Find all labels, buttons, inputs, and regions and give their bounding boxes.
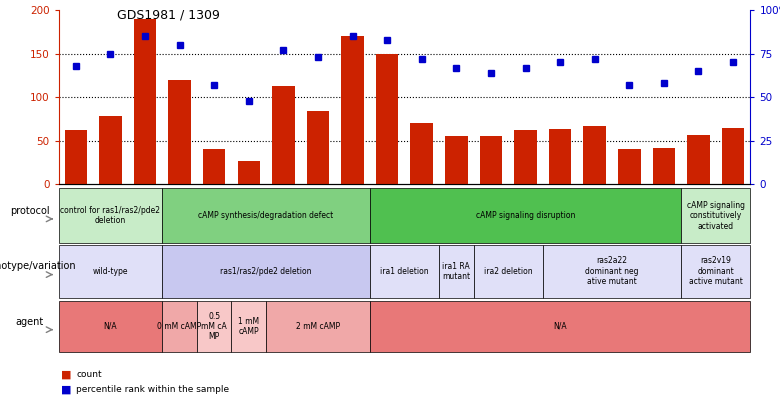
Text: ■: ■ — [61, 385, 71, 394]
Bar — [376, 54, 399, 184]
Text: genotype/variation: genotype/variation — [0, 262, 76, 271]
Text: N/A: N/A — [104, 322, 117, 331]
Bar — [272, 86, 295, 184]
Text: 0.5
mM cA
MP: 0.5 mM cA MP — [201, 311, 227, 341]
Bar — [203, 149, 225, 184]
Text: protocol: protocol — [10, 206, 49, 216]
Text: ■: ■ — [61, 370, 71, 379]
Bar — [514, 130, 537, 184]
Bar — [410, 123, 433, 184]
Bar — [342, 36, 363, 184]
Bar — [583, 126, 606, 184]
Text: percentile rank within the sample: percentile rank within the sample — [76, 385, 229, 394]
Text: N/A: N/A — [553, 322, 567, 331]
Bar — [65, 130, 87, 184]
Bar — [99, 116, 122, 184]
Text: ira1 deletion: ira1 deletion — [380, 267, 429, 276]
Bar — [445, 136, 467, 184]
Text: ira2 deletion: ira2 deletion — [484, 267, 533, 276]
Bar — [618, 149, 640, 184]
Text: 1 mM
cAMP: 1 mM cAMP — [238, 317, 259, 336]
Text: ira1 RA
mutant: ira1 RA mutant — [442, 262, 470, 281]
Bar — [480, 136, 502, 184]
Text: wild-type: wild-type — [93, 267, 128, 276]
Text: control for ras1/ras2/pde2
deletion: control for ras1/ras2/pde2 deletion — [60, 206, 161, 225]
Text: ras1/ras2/pde2 deletion: ras1/ras2/pde2 deletion — [220, 267, 312, 276]
Text: 0 mM cAMP: 0 mM cAMP — [158, 322, 202, 331]
Text: cAMP signaling disruption: cAMP signaling disruption — [476, 211, 575, 220]
Text: 2 mM cAMP: 2 mM cAMP — [296, 322, 340, 331]
Bar — [307, 111, 329, 184]
Text: GDS1981 / 1309: GDS1981 / 1309 — [117, 9, 220, 22]
Text: ras2v19
dominant
active mutant: ras2v19 dominant active mutant — [689, 256, 743, 286]
Bar — [687, 134, 710, 184]
Text: cAMP synthesis/degradation defect: cAMP synthesis/degradation defect — [198, 211, 334, 220]
Text: count: count — [76, 370, 102, 379]
Bar — [722, 128, 744, 184]
Text: cAMP signaling
constitutively
activated: cAMP signaling constitutively activated — [686, 201, 745, 230]
Bar — [168, 80, 191, 184]
Text: ras2a22
dominant neg
ative mutant: ras2a22 dominant neg ative mutant — [585, 256, 639, 286]
Bar — [238, 161, 260, 184]
Bar — [133, 19, 156, 184]
Bar — [549, 130, 571, 184]
Bar — [653, 148, 675, 184]
Text: agent: agent — [16, 317, 44, 326]
